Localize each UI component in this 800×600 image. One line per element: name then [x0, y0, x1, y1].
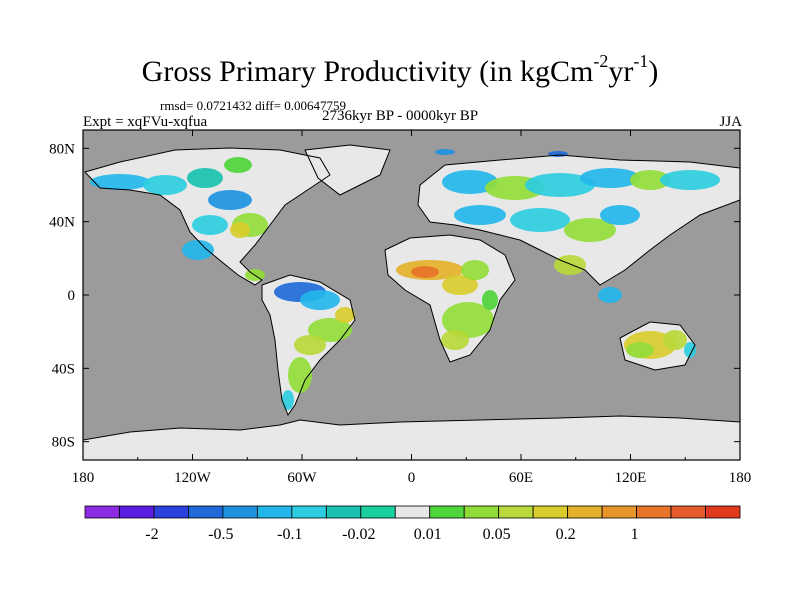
anomaly-patch [192, 215, 228, 235]
anomaly-patch [441, 330, 469, 350]
chart-title: Gross Primary Productivity (in kgCm-2yr-… [0, 52, 800, 92]
colorbar-label: 1 [631, 526, 639, 543]
lat-tick-label: 40S [52, 361, 75, 377]
anomaly-patch [482, 290, 498, 310]
coast-africa [384, 234, 516, 363]
colorbar-swatch [429, 505, 465, 519]
coast-south-america [261, 274, 356, 417]
anomaly-patch [435, 149, 455, 155]
map-axes: 180 120W 60W 0 60E 120E 180 80N 40N 0 40S 80S [49, 130, 751, 486]
lon-tick-label: 60W [287, 470, 317, 486]
title-end: ) [648, 55, 659, 88]
anomaly-patch [90, 174, 150, 190]
period-label: 2736kyr BP - 0000kyr BP [322, 108, 479, 124]
colorbar-swatch [256, 505, 293, 519]
anomaly-patch [300, 290, 340, 310]
colorbar-swatch [498, 505, 534, 519]
anomaly-patch [442, 302, 494, 338]
lon-tick-label: 0 [408, 470, 416, 486]
coast-antarctica [83, 415, 740, 441]
lon-tick-label: 120W [174, 470, 212, 486]
colorbar-swatch [601, 505, 637, 519]
anomaly-patch [230, 222, 250, 238]
anomaly-patch [294, 335, 326, 355]
colorbar-swatch [153, 505, 189, 519]
anomaly-patch [660, 170, 720, 190]
lon-tick-label: 180 [72, 470, 95, 486]
colorbar-label: -0.1 [277, 526, 302, 543]
lon-tick-label: 60E [509, 470, 533, 486]
coast-australia [619, 321, 696, 371]
stats-text: rmsd= 0.0721432 diff= 0.00647759 [160, 98, 346, 113]
lat-tick-label: 80S [52, 435, 75, 451]
anomaly-patch [143, 175, 187, 195]
colorbar-swatch [188, 505, 224, 519]
colorbar-swatch [532, 505, 569, 519]
anomaly-patch [454, 205, 506, 225]
colorbar-swatch [84, 505, 120, 519]
colorbar-label: -2 [145, 526, 158, 543]
anomaly-patch [564, 218, 616, 242]
anomaly-patch [187, 168, 223, 188]
anomaly-patch [308, 318, 352, 342]
anomaly-patch [461, 260, 489, 280]
lat-tick-label: 0 [68, 288, 76, 304]
anomaly-patch [411, 266, 439, 278]
anomaly-patch [580, 168, 640, 188]
anomaly-patch [208, 190, 252, 210]
season-label: JJA [719, 114, 742, 130]
colorbar-label: 0.01 [414, 526, 442, 543]
lon-tick-label: 120E [615, 470, 647, 486]
colorbar-swatch [670, 505, 706, 519]
anomaly-patch [630, 170, 670, 190]
colorbar-swatch [394, 505, 431, 519]
colorbar-swatch [463, 505, 500, 519]
colorbar: -2 -0.5 -0.1 -0.02 0.01 0.05 0.2 1 [84, 505, 741, 543]
anomaly-patch [510, 208, 570, 232]
title-exp1: -2 [593, 51, 609, 71]
anomaly-patch [554, 255, 586, 275]
colorbar-label: 0.2 [556, 526, 576, 543]
anomaly-patches [90, 149, 720, 410]
coastlines [83, 144, 740, 441]
anomaly-patch [598, 287, 622, 303]
anomaly-patch [288, 357, 312, 393]
anomaly-patch [600, 205, 640, 225]
coast-greenland [304, 144, 391, 196]
colorbar-swatch [291, 505, 327, 519]
colorbar-swatch [325, 505, 362, 519]
coast-eurasia [417, 154, 740, 286]
colorbar-label: 0.05 [483, 526, 511, 543]
lon-tick-label: 180 [729, 470, 752, 486]
colorbar-label: -0.02 [342, 526, 375, 543]
title-main: Gross Primary Productivity (in kgCm [141, 55, 594, 88]
land-greenland [305, 145, 390, 195]
lat-tick-label: 40N [49, 215, 75, 231]
coast-north-america [84, 147, 331, 286]
anomaly-patch [442, 170, 498, 194]
colorbar-swatch [705, 505, 741, 519]
anomaly-patch [663, 330, 687, 350]
colorbar-label: -0.5 [208, 526, 233, 543]
colorbar-swatch [119, 505, 155, 519]
title-exp2: -1 [633, 51, 649, 71]
land-antarctica [83, 416, 740, 460]
anomaly-patch [224, 157, 252, 173]
anomaly-patch [684, 342, 696, 358]
anomaly-patch [335, 307, 355, 323]
anomaly-patch [525, 173, 595, 197]
colorbar-swatch [567, 505, 603, 519]
title-mid: yr [608, 55, 634, 88]
colorbar-swatch [222, 505, 258, 519]
anomaly-patch [282, 390, 294, 410]
anomaly-patch [442, 275, 478, 295]
colorbar-swatch [360, 505, 396, 519]
colorbar-swatch [636, 505, 672, 519]
lat-tick-label: 80N [49, 141, 75, 157]
experiment-label: Expt = xqFVu-xqfua [83, 114, 208, 130]
anomaly-patch [182, 240, 214, 260]
anomaly-patch [626, 342, 654, 358]
